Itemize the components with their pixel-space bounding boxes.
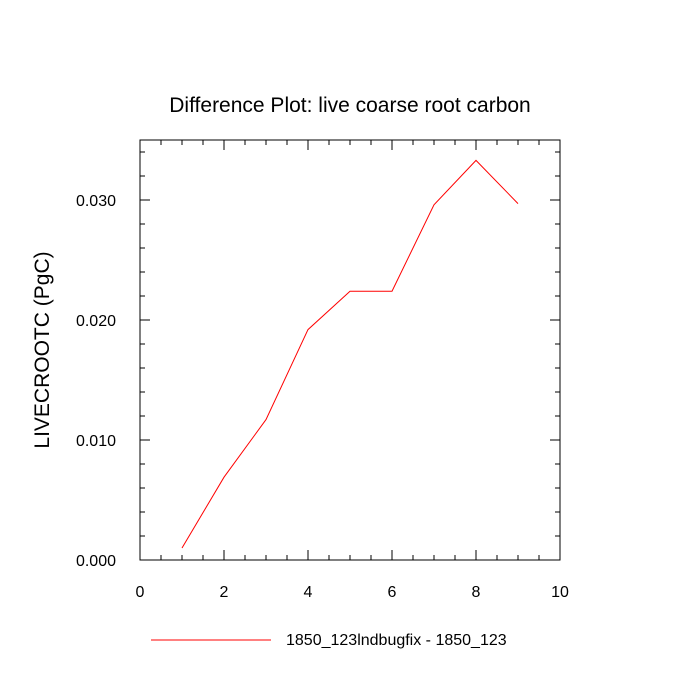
y-tick-label: 0.000 — [76, 553, 116, 570]
x-tick-label: 8 — [472, 584, 481, 601]
legend-label: 1850_123lndbugfix - 1850_123 — [286, 632, 507, 649]
plot-area — [139, 139, 561, 561]
tick-labels: 0 2 4 6 8 10 0.000 0.010 0.020 0.030 — [76, 193, 569, 601]
plot-frame — [139, 139, 561, 561]
x-tick-label: 6 — [388, 584, 397, 601]
x-tick-label: 4 — [304, 584, 313, 601]
y-tick-label: 0.010 — [76, 433, 116, 450]
x-tick-label: 2 — [220, 584, 229, 601]
x-tick-label: 0 — [136, 584, 145, 601]
legend: 1850_123lndbugfix - 1850_123 — [151, 632, 507, 649]
y-axis-label: LIVECROOTC (PgC) — [31, 251, 54, 448]
y-tick-label: 0.020 — [76, 313, 116, 330]
x-tick-label: 10 — [551, 584, 569, 601]
chart-title: Difference Plot: live coarse root carbon — [169, 94, 530, 117]
axis-ticks — [139, 140, 561, 561]
y-tick-label: 0.030 — [76, 193, 116, 210]
series-line — [181, 159, 519, 549]
series-layer — [181, 159, 519, 549]
